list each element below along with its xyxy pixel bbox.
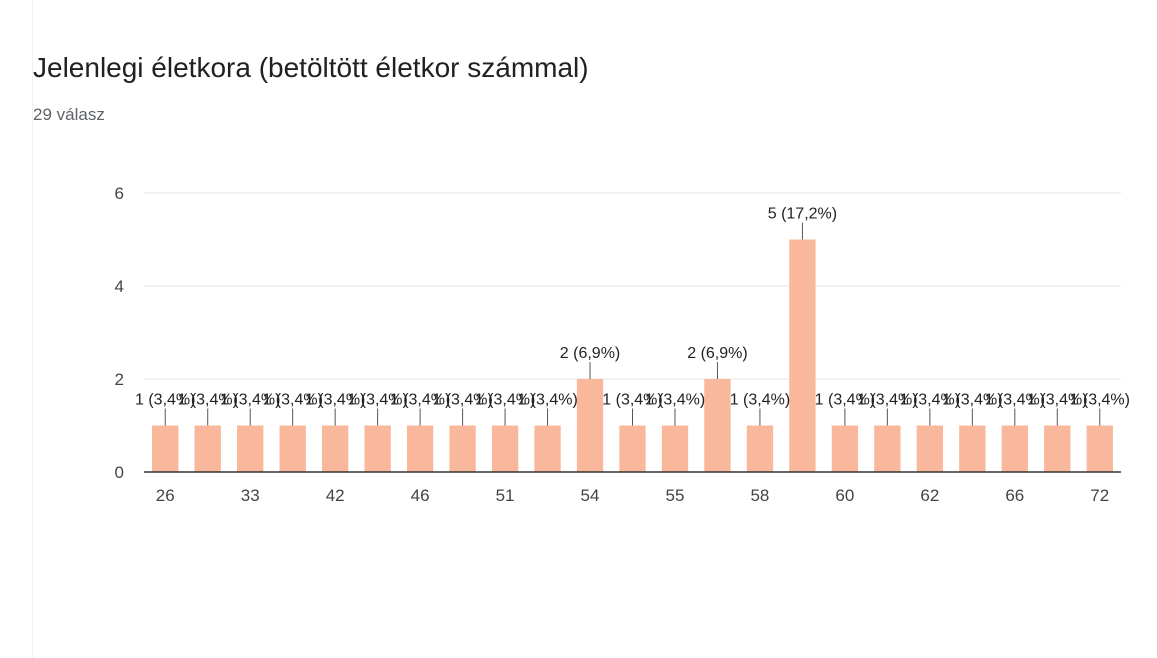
data-label: 1 (3,4%) [475, 392, 535, 409]
label-leaders [164, 222, 1101, 426]
y-tick-label: 4 [115, 277, 124, 296]
x-tick-label: 51 [496, 486, 515, 505]
data-label: 1 (3,4%) [135, 392, 195, 409]
data-label: 1 (3,4%) [220, 392, 280, 409]
x-tick-label: 72 [1090, 486, 1109, 505]
data-label: 1 (3,4%) [942, 392, 1002, 409]
bar [576, 379, 604, 472]
y-tick-label: 6 [115, 184, 124, 203]
bar [746, 425, 774, 472]
x-tick-label: 60 [835, 486, 854, 505]
bars [152, 239, 1113, 472]
data-label: 1 (3,4%) [517, 392, 577, 409]
x-tick-label: 62 [920, 486, 939, 505]
y-tick-label: 0 [115, 463, 124, 482]
data-label: 1 (3,4%) [432, 392, 492, 409]
data-labels: 1 (3,4%)1 (3,4%)1 (3,4%)1 (3,4%)1 (3,4%)… [135, 206, 1130, 409]
bar [874, 425, 901, 472]
data-label: 1 (3,4%) [602, 392, 662, 409]
data-label: 1 (3,4%) [390, 392, 450, 409]
bar [194, 425, 221, 472]
data-label: 1 (3,4%) [262, 392, 322, 409]
data-label: 1 (3,4%) [857, 392, 917, 409]
x-tick-label: 55 [666, 486, 685, 505]
x-tick-label: 33 [241, 486, 260, 505]
bar [449, 425, 476, 472]
data-label: 1 (3,4%) [1070, 392, 1130, 409]
bar [321, 425, 349, 472]
gridlines [144, 192, 1121, 380]
data-label: 1 (3,4%) [1027, 392, 1087, 409]
bar [406, 425, 434, 472]
x-tick-label: 42 [326, 486, 345, 505]
data-label: 1 (3,4%) [645, 392, 705, 409]
question-title: Jelenlegi életkora (betöltött életkor sz… [33, 52, 589, 83]
data-label: 1 (3,4%) [305, 392, 365, 409]
left-border [32, 0, 33, 658]
bar [619, 425, 646, 472]
data-label: 1 (3,4%) [730, 392, 790, 409]
x-tick-label: 58 [750, 486, 769, 505]
data-label: 2 (6,9%) [560, 345, 620, 362]
x-tick-label: 46 [411, 486, 430, 505]
data-label: 1 (3,4%) [815, 392, 875, 409]
x-tick-label: 54 [581, 486, 600, 505]
x-tick-label: 26 [156, 486, 175, 505]
y-axis-ticks: 0 2 4 6 [115, 184, 124, 482]
bar [364, 425, 391, 472]
bar [704, 379, 731, 472]
response-count: 29 válasz [33, 105, 105, 124]
bar [279, 425, 306, 472]
data-label: 1 (3,4%) [985, 392, 1045, 409]
bar [831, 425, 859, 472]
bar [1086, 425, 1113, 472]
data-label: 1 (3,4%) [900, 392, 960, 409]
x-tick-label: 66 [1005, 486, 1024, 505]
data-label: 2 (6,9%) [687, 345, 747, 362]
y-tick-label: 2 [115, 370, 124, 389]
x-axis-ticks: 26 33 42 46 51 54 55 58 60 62 66 72 [156, 486, 1109, 505]
bar [916, 425, 944, 472]
bar [789, 239, 816, 472]
bar [534, 425, 561, 472]
bar [491, 425, 519, 472]
bar [1044, 425, 1071, 472]
data-label: 5 (17,2%) [768, 206, 837, 223]
data-label: 1 (3,4%) [347, 392, 407, 409]
bar [661, 425, 689, 472]
bar [152, 425, 179, 472]
bar [1001, 425, 1028, 472]
data-label: 1 (3,4%) [177, 392, 237, 409]
bar [959, 425, 986, 472]
bar [237, 425, 264, 472]
